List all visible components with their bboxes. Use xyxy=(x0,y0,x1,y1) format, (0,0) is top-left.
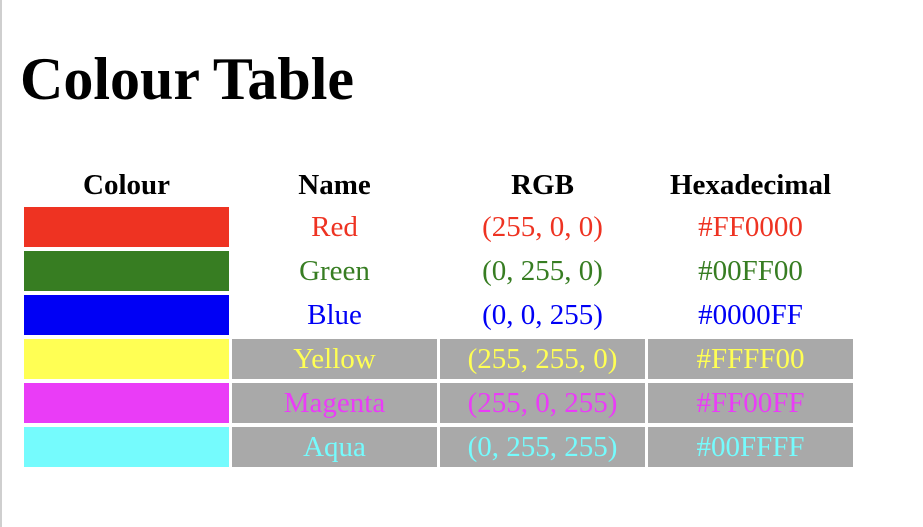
colour-swatch xyxy=(24,295,229,335)
table-body: Red (255, 0, 0) #FF0000 Green (0, 255, 0) #00… xyxy=(24,207,853,467)
hex-value-cell: #FF0000 xyxy=(698,211,803,243)
rgb-value-cell: (255, 0, 255) xyxy=(440,383,645,423)
colour-name-cell: Aqua xyxy=(232,427,437,467)
rgb-value-cell: (0, 255, 255) xyxy=(440,427,645,467)
hex-value-cell: #FF00FF xyxy=(648,383,853,423)
table-row: Green (0, 255, 0) #00FF00 xyxy=(24,251,853,291)
colour-swatch xyxy=(24,383,229,423)
hex-value-cell: #00FFFF xyxy=(648,427,853,467)
page-edge xyxy=(0,0,2,527)
colour-name-cell: Yellow xyxy=(232,339,437,379)
rgb-value-cell: (255, 255, 0) xyxy=(440,339,645,379)
table-row: Aqua (0, 255, 255) #00FFFF xyxy=(24,427,853,467)
table-row: Red (255, 0, 0) #FF0000 xyxy=(24,207,853,247)
colour-name-cell: Magenta xyxy=(232,383,437,423)
hex-value-cell: #00FF00 xyxy=(698,255,803,287)
header-colour: Colour xyxy=(83,169,170,201)
table-row: Yellow (255, 255, 0) #FFFF00 xyxy=(24,339,853,379)
table-row: Magenta (255, 0, 255) #FF00FF xyxy=(24,383,853,423)
colour-swatch xyxy=(24,427,229,467)
table-header-row: Colour Name RGB Hexadecimal xyxy=(24,167,853,203)
header-hexadecimal: Hexadecimal xyxy=(669,169,832,201)
colour-name-cell: Green xyxy=(299,255,370,287)
colour-swatch xyxy=(24,251,229,291)
colour-table: Colour Name RGB Hexadecimal Red (255, 0, … xyxy=(21,163,856,471)
colour-swatch xyxy=(24,339,229,379)
header-name: Name xyxy=(298,169,371,201)
page-title: Colour Table xyxy=(20,46,355,112)
header-rgb: RGB xyxy=(511,169,574,201)
colour-swatch xyxy=(24,207,229,247)
rgb-value-cell: (255, 0, 0) xyxy=(482,211,603,243)
rgb-value-cell: (0, 0, 255) xyxy=(482,299,603,331)
hex-value-cell: #0000FF xyxy=(698,299,803,331)
colour-name-cell: Blue xyxy=(307,299,362,331)
colour-name-cell: Red xyxy=(311,211,358,243)
table-row: Blue (0, 0, 255) #0000FF xyxy=(24,295,853,335)
hex-value-cell: #FFFF00 xyxy=(648,339,853,379)
rgb-value-cell: (0, 255, 0) xyxy=(482,255,603,287)
